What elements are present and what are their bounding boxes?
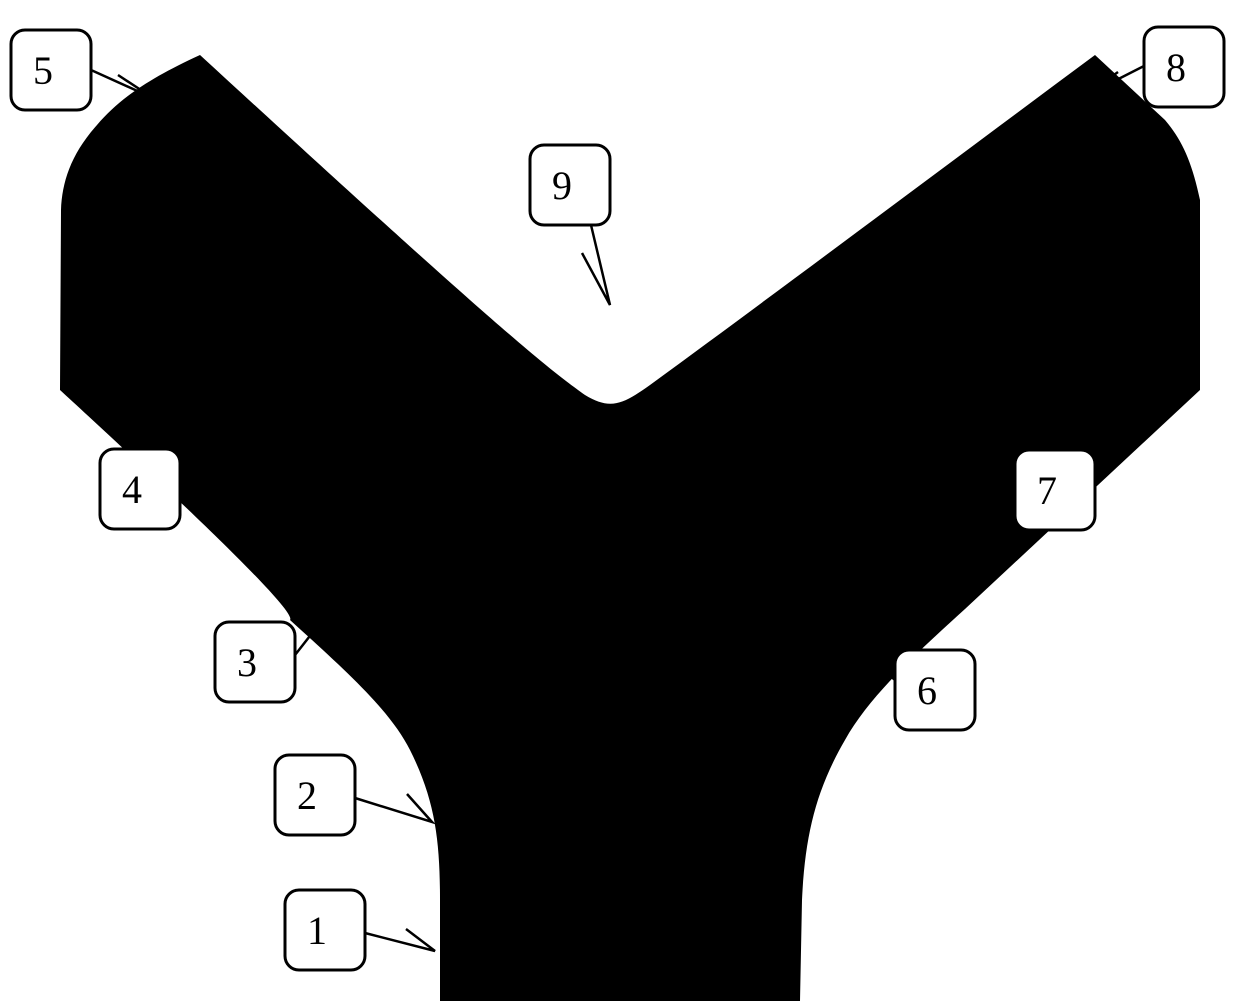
callout-text-7: 7 [1037, 468, 1057, 513]
callout-text-5: 5 [33, 48, 53, 93]
callout-leader-1 [365, 929, 435, 951]
callout-text-9: 9 [552, 163, 572, 208]
callout-leader-2 [355, 794, 432, 822]
callout-9: 9 [530, 145, 610, 305]
callout-text-6: 6 [917, 668, 937, 713]
callout-text-1: 1 [307, 908, 327, 953]
callout-leader-9 [582, 225, 610, 305]
callout-2: 2 [275, 755, 432, 835]
callout-3: 3 [215, 600, 338, 702]
diagram-canvas: 1 2 3 4 5 6 7 8 9 [0, 0, 1239, 1001]
callout-text-8: 8 [1166, 45, 1186, 90]
callout-leader-5 [91, 70, 153, 98]
callout-1: 1 [285, 890, 435, 970]
callout-text-2: 2 [297, 773, 317, 818]
callout-text-4: 4 [122, 467, 142, 512]
callout-text-3: 3 [237, 640, 257, 685]
